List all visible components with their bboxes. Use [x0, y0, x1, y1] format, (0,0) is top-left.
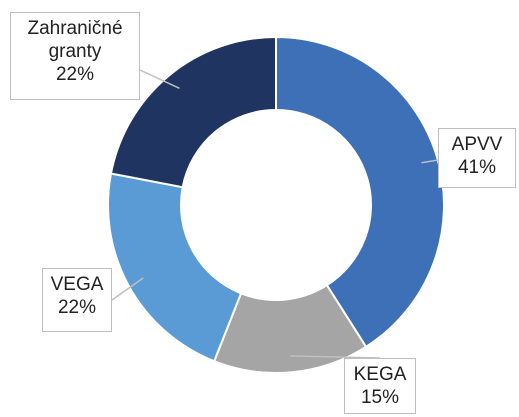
label-value: 15%: [360, 387, 400, 408]
donut-slice: [109, 35, 277, 189]
data-label: APVV 41%: [438, 128, 516, 188]
donut-slice: [275, 35, 445, 349]
label-value: 22%: [55, 64, 95, 85]
label-category: VEGA: [50, 274, 104, 295]
data-label: VEGA 22%: [42, 268, 112, 332]
leader-line: [139, 69, 180, 89]
data-label: KEGA 15%: [344, 358, 416, 414]
leader-line: [290, 355, 381, 359]
label-category: Zahraničné granty: [27, 18, 123, 62]
leader-line: [421, 159, 439, 164]
data-label: Zahraničné granty 22%: [10, 12, 140, 100]
label-value: 41%: [457, 157, 497, 178]
donut-slice: [107, 172, 243, 363]
leader-line: [111, 277, 144, 301]
label-value: 22%: [57, 297, 97, 318]
label-category: APVV: [451, 134, 503, 155]
label-category: KEGA: [353, 364, 407, 385]
